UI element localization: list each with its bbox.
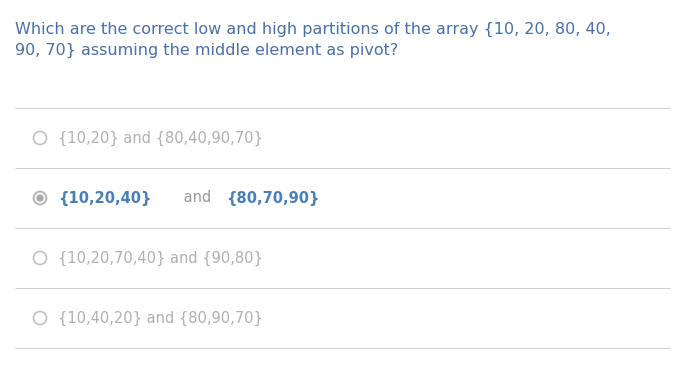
Circle shape (34, 252, 47, 265)
Text: {10,40,20} and {80,90,70}: {10,40,20} and {80,90,70} (58, 311, 263, 326)
Text: and: and (179, 190, 216, 206)
Circle shape (34, 191, 47, 204)
Text: {10,20,70,40} and {90,80}: {10,20,70,40} and {90,80} (58, 250, 263, 266)
Text: {10,20} and {80,40,90,70}: {10,20} and {80,40,90,70} (58, 130, 263, 145)
Text: {80,70,90}: {80,70,90} (226, 190, 320, 206)
Circle shape (34, 131, 47, 144)
Circle shape (36, 194, 44, 201)
Circle shape (34, 312, 47, 325)
Text: Which are the correct low and high partitions of the array {10, 20, 80, 40,: Which are the correct low and high parti… (15, 22, 611, 37)
Text: 90, 70} assuming the middle element as pivot?: 90, 70} assuming the middle element as p… (15, 43, 398, 58)
Text: {10,20,40}: {10,20,40} (58, 190, 151, 206)
